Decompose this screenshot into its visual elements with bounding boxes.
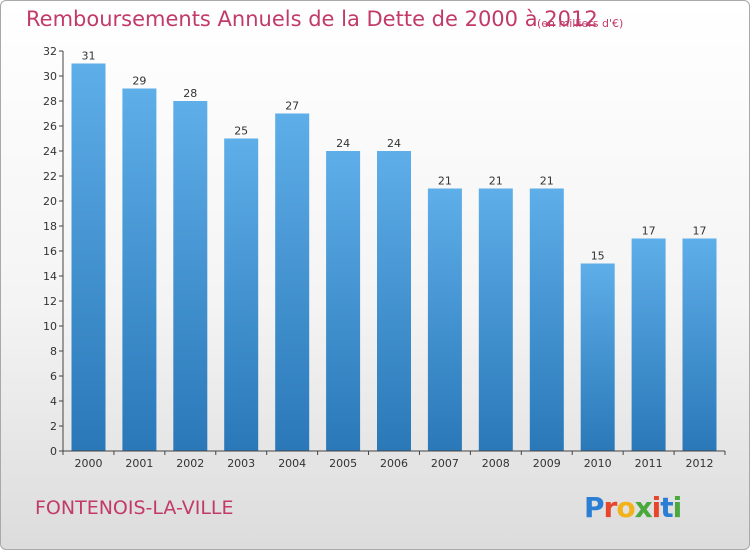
value-label-2009: 21 bbox=[540, 175, 554, 188]
bar-2001 bbox=[122, 88, 157, 451]
x-tick-label-2005: 2005 bbox=[329, 457, 357, 470]
bar-2009 bbox=[529, 188, 564, 451]
y-tick-label-26: 26 bbox=[43, 120, 57, 133]
value-label-2006: 24 bbox=[387, 137, 401, 150]
value-label-2010: 15 bbox=[591, 250, 605, 263]
value-label-2011: 17 bbox=[642, 225, 656, 238]
x-tick-label-2008: 2008 bbox=[482, 457, 510, 470]
value-label-2001: 29 bbox=[132, 75, 146, 88]
x-tick-label-2006: 2006 bbox=[380, 457, 408, 470]
bar-2007 bbox=[427, 188, 462, 451]
bar-2006 bbox=[377, 151, 411, 451]
x-tick-label-2009: 2009 bbox=[533, 457, 561, 470]
bar-2005 bbox=[326, 151, 361, 451]
value-label-2002: 28 bbox=[183, 87, 197, 100]
bar-2012 bbox=[682, 238, 717, 451]
location-name: FONTENOIS-LA-VILLE bbox=[35, 497, 234, 519]
y-tick-label-24: 24 bbox=[43, 145, 57, 158]
y-tick-label-30: 30 bbox=[43, 70, 57, 83]
x-tick-label-2001: 2001 bbox=[125, 457, 153, 470]
bar-2003 bbox=[224, 138, 259, 451]
x-tick-label-2003: 2003 bbox=[227, 457, 255, 470]
y-tick-label-10: 10 bbox=[43, 320, 57, 333]
bars-group: 31 29 28 25 27 24 24 21 21 21 15 17 17 bbox=[71, 50, 717, 451]
y-tick-label-0: 0 bbox=[50, 445, 57, 458]
x-tick-label-2012: 2012 bbox=[686, 457, 714, 470]
y-tick-label-22: 22 bbox=[43, 170, 57, 183]
x-tick-label-2004: 2004 bbox=[278, 457, 306, 470]
y-tick-label-6: 6 bbox=[50, 370, 57, 383]
x-tick-label-2002: 2002 bbox=[176, 457, 204, 470]
x-tick-label-2011: 2011 bbox=[635, 457, 663, 470]
value-label-2003: 25 bbox=[234, 125, 248, 138]
value-label-2012: 17 bbox=[693, 225, 707, 238]
bar-2010 bbox=[580, 263, 615, 451]
chart-title: Remboursements Annuels de la Dette de 20… bbox=[26, 7, 598, 31]
y-tick-label-20: 20 bbox=[43, 195, 57, 208]
bar-2008 bbox=[478, 188, 513, 451]
value-label-2008: 21 bbox=[489, 175, 503, 188]
x-tick-label-2007: 2007 bbox=[431, 457, 459, 470]
x-tick-label-2000: 2000 bbox=[75, 457, 103, 470]
value-label-2007: 21 bbox=[438, 175, 452, 188]
bar-2004 bbox=[275, 113, 310, 451]
y-tick-label-16: 16 bbox=[43, 245, 57, 258]
y-tick-label-14: 14 bbox=[43, 270, 57, 283]
y-tick-label-2: 2 bbox=[50, 420, 57, 433]
proxiti-logo: Proxiti bbox=[584, 491, 682, 524]
value-label-2004: 27 bbox=[285, 100, 299, 113]
bar-2011 bbox=[631, 238, 666, 451]
y-tick-label-4: 4 bbox=[50, 395, 57, 408]
value-label-2005: 24 bbox=[336, 137, 350, 150]
value-label-2000: 31 bbox=[82, 50, 96, 63]
y-tick-label-18: 18 bbox=[43, 220, 57, 233]
y-tick-label-32: 32 bbox=[43, 45, 57, 58]
chart-subtitle: (en milliers d'€) bbox=[537, 17, 624, 30]
y-tick-label-12: 12 bbox=[43, 295, 57, 308]
y-tick-label-8: 8 bbox=[50, 345, 57, 358]
y-tick-label-28: 28 bbox=[43, 95, 57, 108]
bar-2002 bbox=[173, 101, 208, 451]
x-tick-label-2010: 2010 bbox=[584, 457, 612, 470]
bar-2000 bbox=[71, 63, 106, 451]
